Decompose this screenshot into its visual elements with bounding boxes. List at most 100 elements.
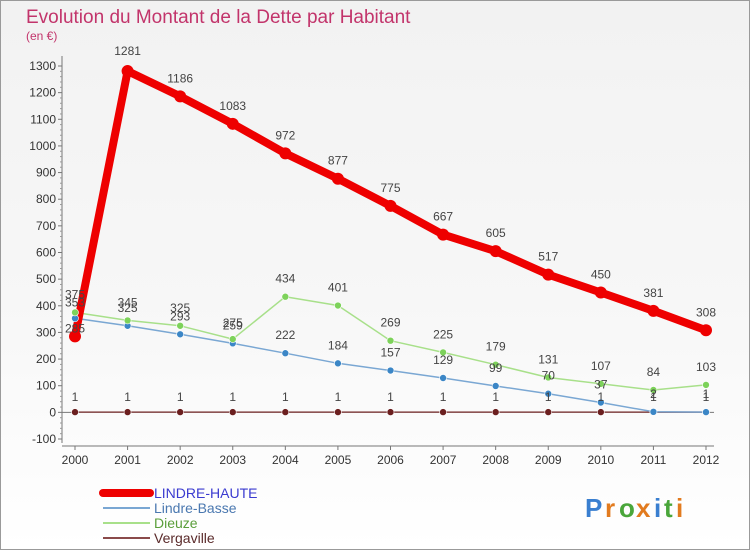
y-tick-label: 200 xyxy=(36,352,56,366)
data-point xyxy=(491,360,500,369)
data-point xyxy=(544,408,553,416)
brand-letter: P xyxy=(585,493,602,523)
x-tick-label: 2009 xyxy=(535,453,562,467)
data-point xyxy=(123,408,132,416)
y-tick-label: 700 xyxy=(36,219,56,233)
brand-letter: x xyxy=(636,493,651,523)
y-tick-label: 1000 xyxy=(29,139,56,153)
y-tick-label: 1300 xyxy=(29,59,56,73)
data-label: 353 xyxy=(65,295,85,309)
data-label: 84 xyxy=(647,365,661,379)
data-label: 308 xyxy=(696,305,716,319)
data-label: 517 xyxy=(538,250,558,264)
data-point xyxy=(71,408,79,416)
chart-subtitle: (en €) xyxy=(26,29,57,43)
data-label: 70 xyxy=(542,369,556,383)
data-point xyxy=(176,408,184,416)
data-point xyxy=(228,335,237,343)
data-label: 1 xyxy=(124,390,131,404)
data-label: 401 xyxy=(328,281,348,295)
series-lines xyxy=(71,67,710,413)
data-label: 259 xyxy=(223,318,243,332)
data-point xyxy=(176,321,184,330)
data-point xyxy=(702,408,710,416)
data-point xyxy=(597,398,605,407)
y-tick-label: 800 xyxy=(36,192,56,206)
legend-entry: Lindre-Basse xyxy=(154,500,237,516)
data-label: 129 xyxy=(433,353,453,367)
x-tick-label: 2010 xyxy=(587,453,614,467)
legend-entry: LINDRE-HAUTE xyxy=(154,485,257,501)
data-label: 1 xyxy=(492,390,499,404)
data-label: 325 xyxy=(170,301,190,315)
data-point xyxy=(176,330,184,339)
y-tick-label: 400 xyxy=(36,299,56,313)
brand-letter: t xyxy=(664,493,673,523)
data-label: 1083 xyxy=(219,99,246,113)
data-point xyxy=(228,408,237,416)
data-point xyxy=(281,292,290,301)
y-tick-label: 600 xyxy=(36,246,56,260)
brand-letter: i xyxy=(676,493,683,523)
data-label: 667 xyxy=(433,210,453,224)
data-label: 103 xyxy=(696,360,716,374)
x-tick-label: 2004 xyxy=(272,453,299,467)
data-label: 131 xyxy=(538,352,558,366)
data-point xyxy=(69,330,81,343)
data-label: 605 xyxy=(486,226,506,240)
data-point xyxy=(649,386,658,394)
data-point xyxy=(702,381,710,389)
data-point xyxy=(386,336,395,345)
y-tick-label: 300 xyxy=(36,325,56,339)
brand-letter: o xyxy=(619,493,635,523)
data-point xyxy=(489,245,502,258)
series-markers xyxy=(69,65,712,416)
data-point xyxy=(439,408,447,416)
data-label: 325 xyxy=(118,301,138,315)
data-label: 1 xyxy=(545,390,552,404)
data-point xyxy=(544,373,553,382)
data-point xyxy=(542,268,555,281)
data-label: 1186 xyxy=(167,71,193,85)
data-label: 1 xyxy=(177,390,184,404)
data-point xyxy=(334,359,342,368)
data-label: 1281 xyxy=(114,44,141,58)
data-point xyxy=(386,408,395,416)
data-point xyxy=(439,374,447,382)
y-tick-label: 500 xyxy=(36,272,56,286)
data-label: 450 xyxy=(591,267,611,281)
data-label: 345 xyxy=(118,295,138,309)
data-label: 269 xyxy=(380,316,400,330)
data-point xyxy=(491,382,500,390)
data-label: 1 xyxy=(703,390,710,404)
x-tick-label: 2007 xyxy=(430,453,457,467)
data-label: 107 xyxy=(591,359,611,373)
x-tick-label: 2008 xyxy=(482,453,509,467)
data-label: 157 xyxy=(380,346,400,360)
data-point xyxy=(386,366,395,375)
data-label: 1 xyxy=(229,390,236,404)
y-tick-label: 0 xyxy=(49,405,56,419)
axes: -100 0 100 200 300 400 500 600 700 800 900 1000 1100… xyxy=(29,56,720,467)
data-point xyxy=(439,348,447,357)
data-point xyxy=(700,324,712,337)
y-tick-label: 1100 xyxy=(30,112,56,126)
data-point xyxy=(121,65,134,78)
data-label: 1 xyxy=(650,390,657,404)
data-label: 293 xyxy=(170,309,190,323)
data-point xyxy=(226,117,239,130)
data-point xyxy=(123,316,132,325)
data-label: 877 xyxy=(328,154,348,168)
y-tick-label: 1200 xyxy=(29,86,56,100)
x-tick-label: 2003 xyxy=(219,453,246,467)
data-label: 1 xyxy=(335,390,342,404)
x-tick-label: 2002 xyxy=(167,453,194,467)
data-point xyxy=(437,228,450,241)
data-label: 37 xyxy=(594,377,608,391)
data-label: 434 xyxy=(275,272,295,286)
data-label: 1 xyxy=(597,390,604,404)
